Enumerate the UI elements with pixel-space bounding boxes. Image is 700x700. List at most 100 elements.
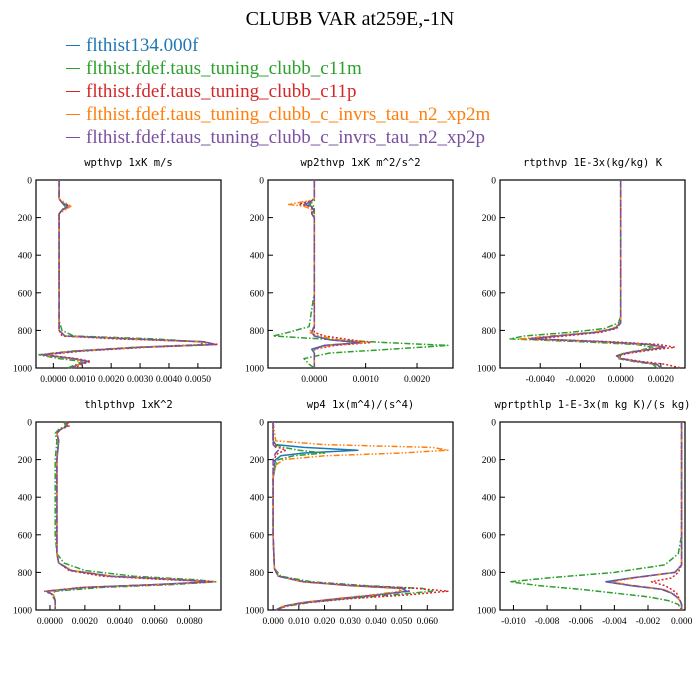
x-tick-label: 0.0010 (69, 375, 95, 385)
series-line (45, 421, 214, 610)
x-tick-label: 0.0060 (142, 617, 168, 627)
panel-frame (35, 421, 222, 611)
legend-swatch (66, 45, 80, 46)
y-tick-label: 400 (18, 252, 33, 262)
y-tick-label: 800 (482, 569, 497, 579)
y-tick-label: 600 (482, 289, 497, 299)
legend-item-3: flthist.fdef.taus_tuning_clubb_c_invrs_t… (66, 103, 490, 126)
x-tick-label: -0.002 (636, 617, 661, 627)
y-tick-label: 600 (250, 531, 265, 541)
y-tick-label: 0 (491, 177, 496, 187)
x-tick-label: 0.0040 (107, 617, 133, 627)
x-tick-label: 0.0020 (72, 617, 98, 627)
y-tick-label: 400 (250, 494, 265, 504)
legend-label: flthist.fdef.taus_tuning_clubb_c_invrs_t… (86, 127, 485, 148)
series-line (287, 180, 367, 368)
x-tick-label: -0.006 (568, 617, 593, 627)
y-tick-label: 400 (482, 252, 497, 262)
legend-item-4: flthist.fdef.taus_tuning_clubb_c_invrs_t… (66, 126, 490, 149)
y-tick-label: 1000 (477, 607, 496, 617)
x-tick-label: 0.0080 (177, 617, 203, 627)
y-tick-label: 800 (482, 327, 497, 337)
y-tick-label: 800 (18, 569, 33, 579)
panel-frame (267, 421, 454, 611)
x-tick-label: 0.020 (314, 617, 336, 627)
legend-swatch (66, 137, 80, 138)
y-tick-label: 200 (18, 214, 33, 224)
y-tick-label: 200 (482, 456, 497, 466)
x-tick-label: -0.008 (535, 617, 560, 627)
series-line (41, 180, 216, 369)
series-line (272, 421, 449, 611)
legend-swatch (66, 114, 80, 115)
x-tick-label: -0.0040 (526, 375, 556, 385)
legend-label: flthist.fdef.taus_tuning_clubb_c11p (86, 81, 357, 102)
x-tick-label: 0.060 (417, 617, 439, 627)
x-tick-label: 0.0050 (185, 375, 211, 385)
x-tick-label: 0.0010 (353, 375, 379, 385)
y-tick-label: 1000 (245, 365, 264, 375)
y-tick-label: 400 (482, 494, 497, 504)
legend-swatch (66, 91, 80, 92)
x-tick-label: 0.0000 (37, 617, 63, 627)
panel-title: thlpthvp 1xK^2 (84, 399, 173, 411)
y-tick-label: 400 (250, 252, 265, 262)
y-tick-label: 600 (482, 531, 497, 541)
legend-swatch (66, 68, 80, 69)
y-tick-label: 0 (259, 419, 264, 429)
x-tick-label: 0.0020 (404, 375, 430, 385)
x-tick-label: 0.000 (262, 617, 284, 627)
series-line (45, 421, 214, 610)
x-tick-label: 0.0020 (648, 375, 674, 385)
y-tick-label: 400 (18, 494, 33, 504)
legend-label: flthist.fdef.taus_tuning_clubb_c11m (86, 58, 362, 79)
series-line (38, 180, 205, 369)
legend: flthist134.000f flthist.fdef.taus_tuning… (66, 34, 490, 149)
x-tick-label: -0.010 (501, 617, 526, 627)
y-tick-label: 0 (27, 177, 32, 187)
y-tick-label: 800 (18, 327, 33, 337)
panel-frame (499, 179, 686, 369)
y-tick-label: 1000 (13, 607, 32, 617)
legend-label: flthist134.000f (86, 35, 199, 56)
x-tick-label: 0.0020 (98, 375, 124, 385)
legend-item-0: flthist134.000f (66, 34, 490, 57)
series-line (43, 421, 215, 610)
panel-title: wp2thvp 1xK m^2/s^2 (300, 157, 420, 169)
y-tick-label: 600 (18, 289, 33, 299)
panel-frame (35, 179, 222, 369)
x-tick-label: 0.0030 (127, 375, 153, 385)
x-tick-label: 0.030 (340, 617, 362, 627)
legend-item-2: flthist.fdef.taus_tuning_clubb_c11p (66, 80, 490, 103)
x-tick-label: 0.0000 (301, 375, 327, 385)
series-line (272, 180, 449, 369)
series-line (50, 421, 217, 610)
y-tick-label: 0 (491, 419, 496, 429)
series-line (527, 180, 666, 369)
series-line (535, 180, 682, 369)
chart-title: CLUBB VAR at259E,-1N (245, 8, 455, 30)
panel-frame (499, 421, 686, 611)
legend-label: flthist.fdef.taus_tuning_clubb_c_invrs_t… (86, 104, 491, 125)
panel-title: rtpthvp 1E-3x(kg/kg) K (523, 157, 663, 169)
panel-frame (267, 179, 454, 369)
x-tick-label: 0.010 (288, 617, 310, 627)
y-tick-label: 200 (482, 214, 497, 224)
panel-title: wp4 1x(m^4)/(s^4) (307, 399, 414, 411)
y-tick-label: 200 (250, 456, 265, 466)
panel-title: wpthvp 1xK m/s (84, 157, 173, 169)
legend-item-1: flthist.fdef.taus_tuning_clubb_c11m (66, 57, 490, 80)
x-tick-label: -0.0020 (566, 375, 596, 385)
x-tick-label: 0.000 (671, 617, 693, 627)
y-tick-label: 600 (18, 531, 33, 541)
series-line (610, 422, 683, 610)
series-line (605, 422, 683, 610)
series-line (47, 421, 217, 610)
series-line (509, 422, 683, 611)
panel-title: wprtpthlp 1-E-3x(m kg K)/(s kg) (495, 399, 691, 411)
y-tick-label: 200 (18, 456, 33, 466)
y-tick-label: 800 (250, 569, 265, 579)
x-tick-label: 0.0000 (608, 375, 634, 385)
series-line (272, 422, 408, 611)
series-line (650, 422, 683, 610)
